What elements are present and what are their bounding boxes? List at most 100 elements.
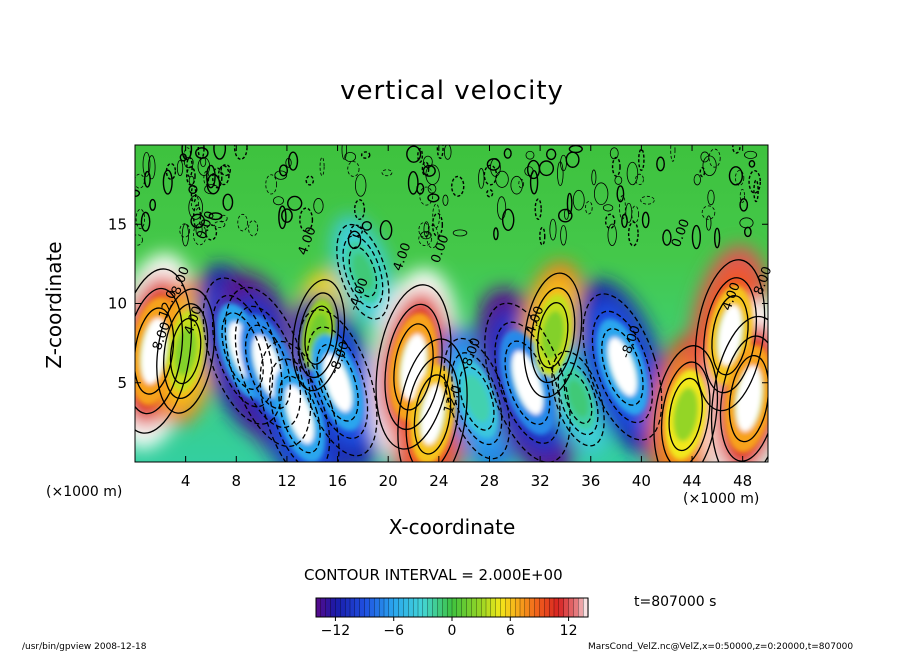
turbulence-contour bbox=[360, 151, 371, 159]
heatmap-field bbox=[135, 145, 768, 462]
turbulence-contour bbox=[451, 175, 465, 197]
turbulence-contour bbox=[701, 205, 716, 220]
turbulence-contour bbox=[743, 226, 752, 238]
contour-line bbox=[451, 352, 503, 446]
turbulence-contour bbox=[217, 165, 230, 186]
turbulence-contour bbox=[165, 162, 177, 180]
colorbar-tick-label: −12 bbox=[321, 623, 351, 639]
turbulence-contour bbox=[748, 170, 761, 194]
turbulence-contour bbox=[538, 160, 555, 177]
y-tick-label: 10 bbox=[108, 295, 127, 313]
contour-line bbox=[211, 294, 274, 408]
colorbar-swatch bbox=[374, 597, 380, 618]
colorbar-swatch bbox=[315, 597, 322, 618]
contour-line bbox=[342, 235, 384, 309]
turbulence-contour bbox=[691, 224, 701, 250]
contour-line bbox=[375, 284, 452, 450]
turbulence-contour bbox=[545, 148, 557, 161]
turbulence-contour bbox=[497, 196, 507, 220]
turbulence-contour bbox=[350, 224, 364, 237]
turbulence-contour bbox=[212, 167, 223, 189]
turbulence-contour bbox=[640, 195, 655, 205]
contour-line bbox=[306, 326, 369, 440]
heatmap-cell-peak bbox=[323, 353, 352, 412]
turbulence-contour bbox=[510, 175, 523, 195]
contour-line bbox=[551, 350, 605, 447]
contour-line bbox=[504, 340, 551, 426]
turbulence-contour bbox=[219, 214, 228, 222]
colorbar-swatch bbox=[456, 597, 463, 618]
turbulence-contour bbox=[190, 185, 197, 203]
x-tick-label: 48 bbox=[733, 472, 752, 490]
turbulence-contour bbox=[273, 196, 284, 206]
turbulence-contour bbox=[186, 156, 193, 178]
turbulence-contour bbox=[287, 195, 303, 211]
turbulence-contour bbox=[607, 223, 617, 247]
colorbar-swatch bbox=[519, 597, 526, 618]
contour-line bbox=[582, 293, 663, 441]
colorbar-swatch bbox=[563, 597, 570, 618]
colorbar-swatch bbox=[510, 597, 516, 618]
turbulence-contour bbox=[176, 160, 184, 177]
colorbar-swatch bbox=[451, 597, 458, 618]
colorbar-swatch bbox=[553, 597, 560, 618]
turbulence-contour bbox=[417, 148, 424, 163]
contour-line bbox=[224, 286, 312, 448]
turbulence-contour bbox=[420, 231, 432, 240]
turbulence-contour bbox=[693, 174, 701, 186]
turbulence-contour bbox=[203, 171, 210, 186]
turbulence-contour bbox=[427, 193, 440, 203]
turbulence-contour bbox=[406, 145, 422, 163]
contour-line bbox=[397, 338, 468, 462]
colorbar-swatch bbox=[534, 597, 540, 618]
turbulence-contour bbox=[206, 164, 216, 189]
colorbar-swatch bbox=[476, 597, 482, 618]
turbulence-contour bbox=[143, 170, 151, 188]
turbulence-contour bbox=[641, 211, 650, 229]
x-tick-label: 16 bbox=[328, 472, 347, 490]
turbulence-contour bbox=[518, 178, 525, 189]
turbulence-contour bbox=[281, 208, 293, 223]
contour-line bbox=[135, 287, 184, 415]
turbulence-contour bbox=[361, 220, 373, 231]
turbulence-contour bbox=[436, 145, 444, 160]
contour-line bbox=[268, 358, 331, 462]
turbulence-contour bbox=[539, 226, 546, 246]
turbulence-contour bbox=[558, 208, 573, 223]
turbulence-contour bbox=[670, 145, 676, 162]
turbulence-contour bbox=[635, 173, 644, 186]
turbulence-contour bbox=[425, 164, 440, 185]
contour-line bbox=[135, 268, 193, 434]
contour-line bbox=[202, 277, 283, 425]
colorbar-swatch bbox=[471, 597, 477, 618]
turbulence-contour bbox=[418, 231, 433, 247]
footer-right: MarsCond_VelZ.nc@VelZ,x=0:50000,z=0:2000… bbox=[588, 642, 854, 652]
turbulence-contour bbox=[486, 189, 494, 198]
contour-line bbox=[711, 295, 749, 376]
colorbar-swatch bbox=[505, 597, 511, 618]
turbulence-contour bbox=[744, 150, 758, 159]
turbulence-contour bbox=[604, 213, 616, 230]
colorbar-swatch bbox=[354, 597, 361, 618]
colorbar-swatch bbox=[529, 597, 536, 618]
turbulence-contour bbox=[179, 223, 191, 238]
colorbar-swatch bbox=[378, 597, 385, 618]
turbulence-contour bbox=[609, 147, 619, 160]
chart-title: vertical velocity bbox=[340, 76, 564, 106]
colorbar-swatch bbox=[544, 597, 550, 618]
turbulence-contour bbox=[265, 174, 278, 195]
turbulence-contour bbox=[135, 234, 143, 246]
x-tick-label: 32 bbox=[531, 472, 550, 490]
x-tick-label: 12 bbox=[277, 472, 296, 490]
y-tick-label: 15 bbox=[108, 215, 127, 233]
x-axis-unit-left: (×1000 m) bbox=[46, 484, 123, 500]
contour-line bbox=[694, 259, 766, 412]
turbulence-contour bbox=[707, 189, 715, 206]
colorbar bbox=[315, 597, 589, 618]
colorbar-tick-label: 6 bbox=[506, 623, 515, 639]
contour-line bbox=[413, 374, 452, 455]
colorbar-swatch bbox=[344, 597, 351, 618]
colorbar-swatch bbox=[369, 597, 375, 618]
turbulence-contour bbox=[566, 192, 573, 215]
